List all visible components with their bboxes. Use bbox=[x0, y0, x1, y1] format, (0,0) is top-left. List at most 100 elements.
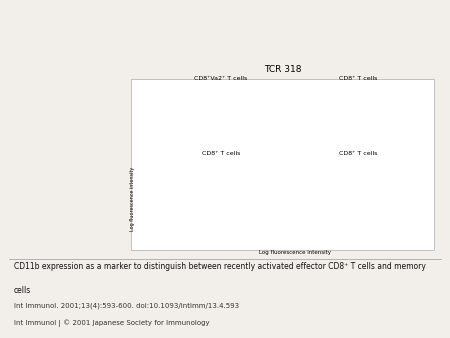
Point bbox=[302, 191, 309, 196]
Point bbox=[176, 184, 184, 190]
Point bbox=[374, 198, 381, 203]
Point bbox=[302, 183, 310, 188]
Point bbox=[311, 194, 319, 199]
Point bbox=[186, 213, 193, 219]
Point bbox=[177, 185, 184, 191]
Point bbox=[315, 186, 322, 192]
Point bbox=[176, 209, 183, 214]
Point bbox=[403, 213, 410, 218]
Point bbox=[374, 213, 381, 218]
Point bbox=[315, 205, 323, 211]
Point bbox=[179, 180, 186, 186]
Point bbox=[304, 207, 311, 213]
Point bbox=[181, 207, 189, 213]
Point bbox=[387, 213, 394, 218]
Point bbox=[179, 187, 186, 192]
Point bbox=[187, 203, 194, 209]
Point bbox=[333, 214, 341, 220]
Point bbox=[183, 189, 190, 194]
Point bbox=[309, 173, 316, 179]
Point bbox=[348, 192, 355, 197]
Point bbox=[176, 179, 183, 184]
Point bbox=[307, 206, 314, 212]
Point bbox=[174, 187, 181, 192]
Point bbox=[320, 180, 327, 186]
Point bbox=[362, 205, 369, 211]
Y-axis label: Relative cell number: Relative cell number bbox=[161, 92, 166, 142]
Point bbox=[375, 209, 382, 214]
Point bbox=[315, 183, 323, 188]
Point bbox=[181, 185, 188, 190]
Point bbox=[319, 188, 326, 193]
Point bbox=[181, 211, 189, 216]
Point bbox=[178, 186, 185, 191]
-- Va2⁻ + peptide bbox=[328, 103, 333, 107]
Point bbox=[382, 209, 390, 214]
Point bbox=[316, 184, 324, 190]
-- - peptide bbox=[166, 142, 171, 146]
Point bbox=[300, 186, 307, 191]
Point bbox=[180, 188, 187, 193]
Point bbox=[180, 185, 187, 191]
Point bbox=[179, 210, 186, 215]
Point bbox=[180, 183, 188, 188]
Point bbox=[179, 206, 186, 211]
Point bbox=[170, 211, 177, 216]
Point bbox=[175, 212, 182, 217]
Point bbox=[373, 215, 380, 221]
Point bbox=[305, 191, 312, 196]
Point bbox=[351, 210, 358, 215]
Point bbox=[306, 182, 314, 187]
Point bbox=[379, 216, 387, 222]
Point bbox=[305, 182, 312, 187]
Point bbox=[316, 174, 324, 179]
Line: -- + peptide: -- + peptide bbox=[169, 99, 273, 145]
Point bbox=[304, 187, 311, 193]
Point bbox=[180, 185, 188, 190]
-- - peptide bbox=[208, 142, 214, 146]
Point bbox=[310, 186, 317, 192]
Point bbox=[172, 207, 180, 213]
Point bbox=[180, 212, 187, 218]
X-axis label: Mac-1: Mac-1 bbox=[349, 163, 368, 168]
Point bbox=[185, 210, 192, 216]
Point bbox=[303, 209, 310, 215]
Point bbox=[305, 187, 312, 193]
Point bbox=[184, 210, 191, 215]
Point bbox=[178, 207, 185, 212]
Point bbox=[176, 191, 183, 196]
Y-axis label: IFN-γ: IFN-γ bbox=[148, 192, 153, 206]
Point bbox=[173, 189, 180, 195]
Point bbox=[177, 209, 184, 215]
Point bbox=[305, 180, 312, 186]
Point bbox=[179, 202, 186, 208]
Point bbox=[317, 213, 324, 218]
Point bbox=[307, 186, 315, 191]
Point bbox=[321, 209, 328, 214]
Line: -- Va2⁻ + peptide: -- Va2⁻ + peptide bbox=[296, 105, 421, 145]
-- Va2⁻ + peptide bbox=[379, 143, 384, 147]
Point bbox=[313, 184, 320, 189]
Point bbox=[358, 188, 365, 193]
Point bbox=[305, 192, 312, 197]
Point bbox=[175, 207, 182, 212]
Point bbox=[317, 205, 324, 211]
Point bbox=[325, 186, 333, 191]
-- Va2⁺ + peptide bbox=[326, 97, 331, 101]
Point bbox=[307, 208, 314, 213]
Point bbox=[310, 209, 317, 215]
Point bbox=[175, 207, 182, 212]
-- Va2⁻ + peptide bbox=[306, 142, 311, 146]
Point bbox=[180, 212, 187, 218]
Point bbox=[307, 207, 315, 212]
Point bbox=[381, 178, 388, 184]
Point bbox=[303, 189, 310, 194]
Point bbox=[389, 212, 396, 218]
Point bbox=[178, 206, 185, 212]
Point bbox=[378, 215, 385, 220]
Text: CD8⁺ T cells: CD8⁺ T cells bbox=[339, 76, 378, 81]
Text: CD8⁺ T cells: CD8⁺ T cells bbox=[202, 151, 240, 156]
Point bbox=[378, 211, 385, 216]
Point bbox=[336, 204, 343, 210]
Point bbox=[179, 208, 186, 213]
